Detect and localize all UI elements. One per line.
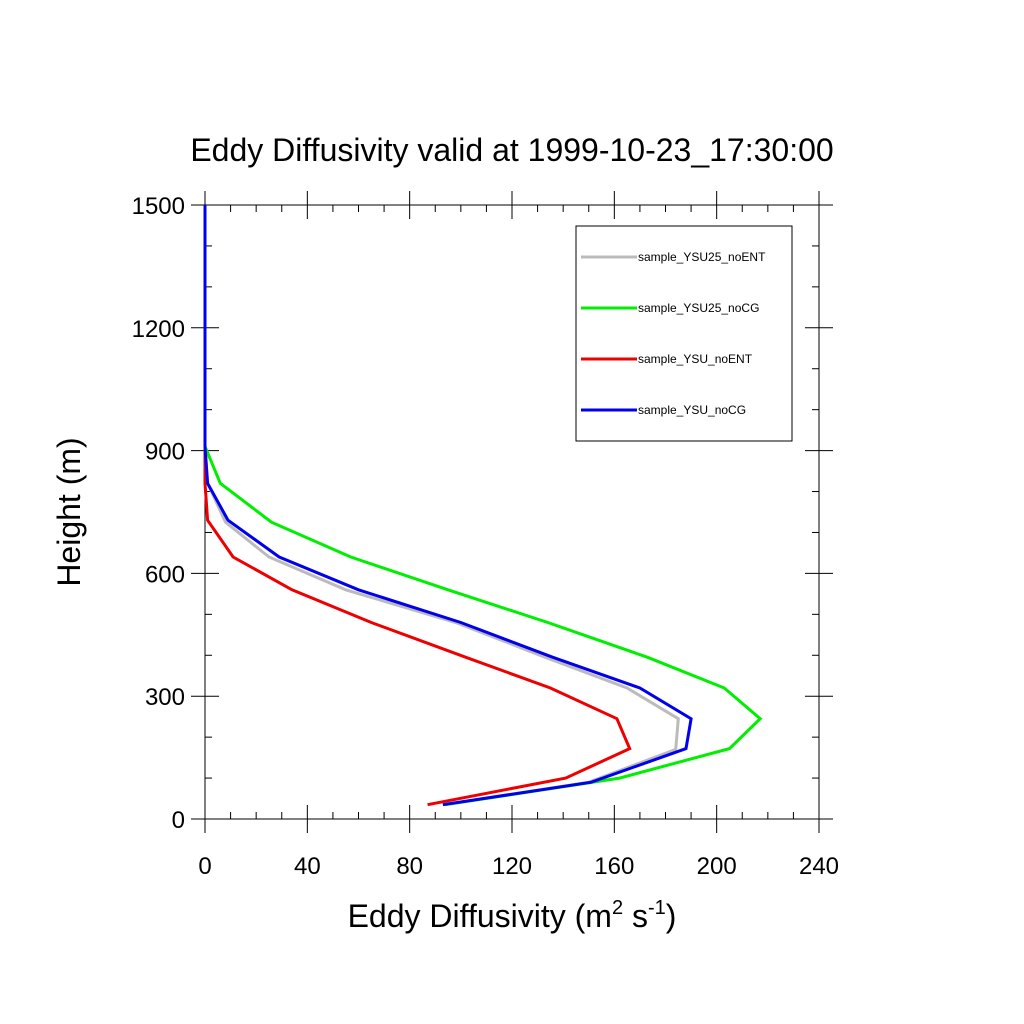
legend-box <box>575 225 793 442</box>
y-tick-label: 1500 <box>132 193 185 220</box>
legend: sample_YSU25_noENT sample_YSU25_noCGsampl… <box>575 225 793 442</box>
plot-area: 0 40 80 120 160 200 240 0 300 600 900 1200 1500 <box>132 191 839 880</box>
x-axis-title-mid: s <box>623 898 648 934</box>
series-line-sample_YSU_noENT <box>203 205 632 807</box>
y-tick-label: 300 <box>145 684 185 711</box>
minor-ticks <box>205 205 819 819</box>
chart-title: Eddy Diffusivity valid at 1999-10-23_17:… <box>190 132 833 168</box>
series-line-sample_YSU_noCG <box>203 205 693 807</box>
y-tick-label: 900 <box>145 439 185 466</box>
legend-label-sample_YSU_noENT: sample_YSU_noENT <box>638 352 753 366</box>
y-axis-title: Height (m) <box>51 437 87 586</box>
y-tick-label: 0 <box>172 807 185 834</box>
y-tick-label: 1200 <box>132 316 185 343</box>
x-tick-labels: 0 40 80 120 160 200 240 <box>198 853 839 880</box>
series-lines <box>203 205 763 807</box>
x-axis-title-sup2: -1 <box>648 897 666 919</box>
legend-label-sample_YSU_noCG: sample_YSU_noCG <box>638 403 746 417</box>
x-tick-label: 80 <box>396 853 423 880</box>
major-ticks <box>191 191 833 833</box>
series-line-sample_YSU25_noCG <box>203 205 763 807</box>
y-tick-label: 600 <box>145 561 185 588</box>
x-tick-label: 200 <box>697 853 737 880</box>
x-axis-title: Eddy Diffusivity (m2 s-1) <box>348 897 677 934</box>
legend-items: sample_YSU25_noENT sample_YSU25_noCGsampl… <box>581 250 766 417</box>
x-tick-label: 40 <box>294 853 321 880</box>
x-tick-label: 120 <box>492 853 532 880</box>
legend-label-sample_YSU25_noCG: sample_YSU25_noCG <box>638 301 759 315</box>
x-axis-title-end: ) <box>666 898 677 934</box>
y-tick-labels: 0 300 600 900 1200 1500 <box>132 193 185 834</box>
legend-label-sample_YSU25_noENT: sample_YSU25_noENT <box>638 250 766 264</box>
x-tick-label: 240 <box>799 853 839 880</box>
x-tick-label: 160 <box>594 853 634 880</box>
x-axis-title-main: Eddy Diffusivity (m <box>348 898 612 934</box>
x-axis-title-sup1: 2 <box>612 897 623 919</box>
x-tick-label: 0 <box>198 853 211 880</box>
